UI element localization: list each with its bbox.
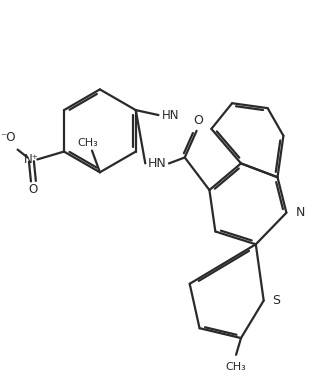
Text: ⁻O: ⁻O [0, 131, 15, 144]
Text: O: O [29, 183, 38, 195]
Text: CH₃: CH₃ [78, 138, 98, 148]
Text: HN: HN [162, 108, 179, 122]
Text: HN: HN [148, 157, 167, 170]
Text: S: S [272, 294, 281, 307]
Text: N: N [295, 206, 305, 219]
Text: N⁺: N⁺ [24, 153, 39, 166]
Text: CH₃: CH₃ [226, 362, 246, 372]
Text: O: O [194, 115, 203, 127]
